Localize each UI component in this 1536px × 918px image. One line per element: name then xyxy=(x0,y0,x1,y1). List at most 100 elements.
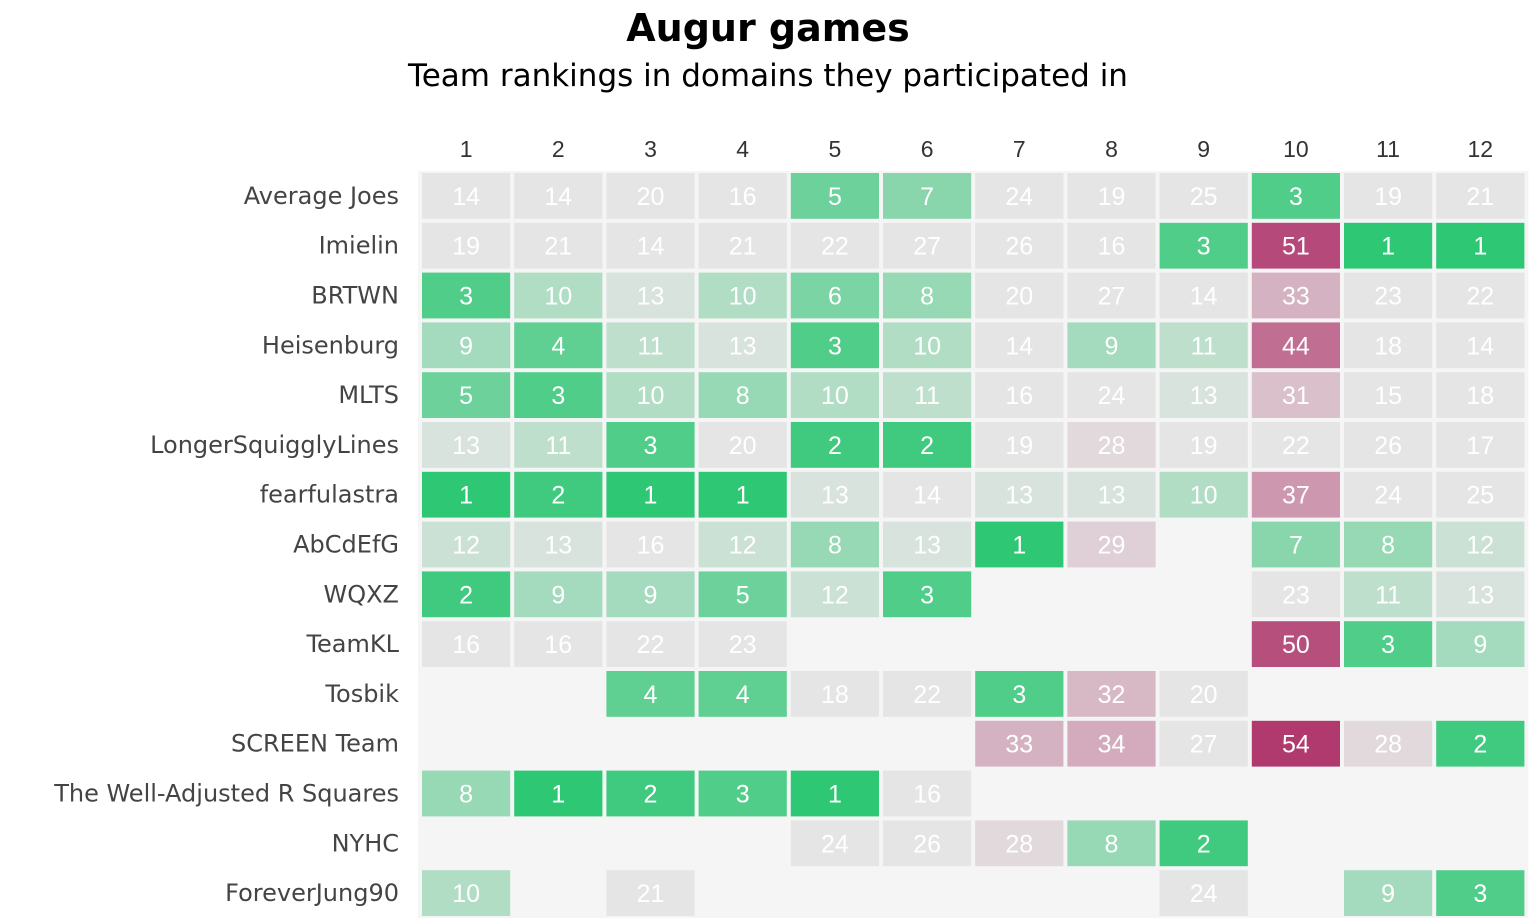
cell-value-label: 16 xyxy=(544,631,572,659)
heatmap-cell xyxy=(883,322,972,369)
cell-value-label: 2 xyxy=(644,781,658,809)
heatmap-cell xyxy=(606,372,695,418)
cell-value-label: 31 xyxy=(1282,382,1310,410)
cell-value-label: 12 xyxy=(821,581,849,609)
heatmap-cell xyxy=(975,222,1064,269)
row-label: TeamKL xyxy=(305,630,399,658)
heatmap-cell xyxy=(606,322,695,369)
heatmap-cell xyxy=(1067,422,1156,468)
cell-value-label: 9 xyxy=(459,332,473,360)
heatmap-cell xyxy=(514,621,603,667)
cell-value-label: 27 xyxy=(913,233,941,261)
cell-value-label: 24 xyxy=(821,830,849,858)
cell-value-label: 1 xyxy=(1473,233,1487,261)
heatmap-cell xyxy=(1251,372,1340,418)
cell-value-label: 28 xyxy=(1374,731,1402,759)
heatmap-cell xyxy=(1436,471,1525,518)
cell-value-label: 10 xyxy=(1190,482,1218,510)
row-label: Tosbik xyxy=(324,680,399,708)
heatmap-cell xyxy=(514,372,603,418)
cell-value-label: 2 xyxy=(459,581,473,609)
heatmap-cell xyxy=(1067,372,1156,418)
heatmap-cell xyxy=(1344,322,1433,369)
heatmap-cell xyxy=(790,571,879,618)
cell-value-label: 22 xyxy=(913,681,941,709)
cell-value-label: 9 xyxy=(644,581,658,609)
cell-value-label: 11 xyxy=(914,382,940,410)
cell-value-label: 13 xyxy=(729,332,757,360)
cell-value-label: 14 xyxy=(452,183,480,211)
heatmap-cell xyxy=(790,222,879,269)
row-label: SCREEN Team xyxy=(231,730,399,758)
cell-value-label: 20 xyxy=(1190,681,1218,709)
column-label: 11 xyxy=(1376,136,1400,162)
heatmap-cell xyxy=(883,222,972,269)
cell-value-label: 8 xyxy=(920,283,934,311)
cell-value-label: 25 xyxy=(1190,183,1218,211)
cell-value-label: 14 xyxy=(544,183,572,211)
cell-value-label: 3 xyxy=(1289,183,1303,211)
heatmap-cell xyxy=(422,621,511,667)
heatmap-cell xyxy=(1159,820,1248,867)
cell-value-label: 16 xyxy=(1005,382,1033,410)
heatmap-cell xyxy=(1251,720,1340,767)
heatmap-cell xyxy=(514,422,603,468)
heatmap-cell xyxy=(606,870,695,916)
cell-value-label: 19 xyxy=(1098,183,1126,211)
heatmap-cell xyxy=(698,671,787,717)
cell-value-label: 34 xyxy=(1098,731,1126,759)
column-label: 7 xyxy=(1013,136,1026,162)
row-label: AbCdEfG xyxy=(293,531,399,559)
heatmap-cell xyxy=(1344,720,1433,767)
cell-value-label: 4 xyxy=(736,681,750,709)
cell-value-label: 10 xyxy=(821,382,849,410)
cell-value-label: 22 xyxy=(1466,283,1494,311)
heatmap-cell xyxy=(606,471,695,518)
cell-value-label: 50 xyxy=(1282,631,1310,659)
cell-value-label: 10 xyxy=(637,382,665,410)
row-label: MLTS xyxy=(338,381,399,409)
cell-value-label: 4 xyxy=(644,681,658,709)
row-label: fearfulastra xyxy=(260,481,399,509)
cell-value-label: 8 xyxy=(828,532,842,560)
row-label: LongerSquigglyLines xyxy=(150,431,399,459)
cell-value-label: 5 xyxy=(736,581,750,609)
heatmap-cell xyxy=(606,222,695,269)
heatmap-cell xyxy=(1251,222,1340,269)
heatmap-cell xyxy=(1067,671,1156,717)
cell-value-label: 13 xyxy=(1466,581,1494,609)
cell-value-label: 29 xyxy=(1098,532,1126,560)
heatmap-cell xyxy=(790,322,879,369)
chart-subtitle: Team rankings in domains they participat… xyxy=(408,58,1128,94)
cell-value-label: 26 xyxy=(913,830,941,858)
column-label: 4 xyxy=(736,136,749,162)
cell-value-label: 6 xyxy=(828,283,842,311)
heatmap-cell xyxy=(1159,272,1248,319)
heatmap-cell xyxy=(698,571,787,618)
cell-value-label: 1 xyxy=(644,482,658,510)
cell-value-label: 9 xyxy=(1381,880,1395,908)
cell-value-label: 20 xyxy=(637,183,665,211)
heatmap-cell xyxy=(698,471,787,518)
cell-value-label: 20 xyxy=(1005,283,1033,311)
cell-value-label: 22 xyxy=(1282,432,1310,460)
cell-value-label: 2 xyxy=(1473,731,1487,759)
cell-value-label: 19 xyxy=(1005,432,1033,460)
cell-value-label: 2 xyxy=(1197,830,1211,858)
heatmap-cell xyxy=(1251,173,1340,219)
cell-value-label: 19 xyxy=(1374,183,1402,211)
cell-value-label: 14 xyxy=(913,482,941,510)
heatmap-cell xyxy=(606,422,695,468)
heatmap-cell xyxy=(1436,322,1525,369)
heatmap-cell xyxy=(975,471,1064,518)
cell-value-label: 1 xyxy=(828,781,842,809)
column-label: 8 xyxy=(1105,136,1118,162)
cell-value-label: 5 xyxy=(459,382,473,410)
heatmap-cell xyxy=(883,671,972,717)
cell-value-label: 24 xyxy=(1098,382,1126,410)
heatmap-cell xyxy=(422,571,511,618)
cell-value-label: 3 xyxy=(1473,880,1487,908)
cell-value-label: 27 xyxy=(1098,283,1126,311)
heatmap-cell xyxy=(1067,222,1156,269)
heatmap-cell xyxy=(790,372,879,418)
